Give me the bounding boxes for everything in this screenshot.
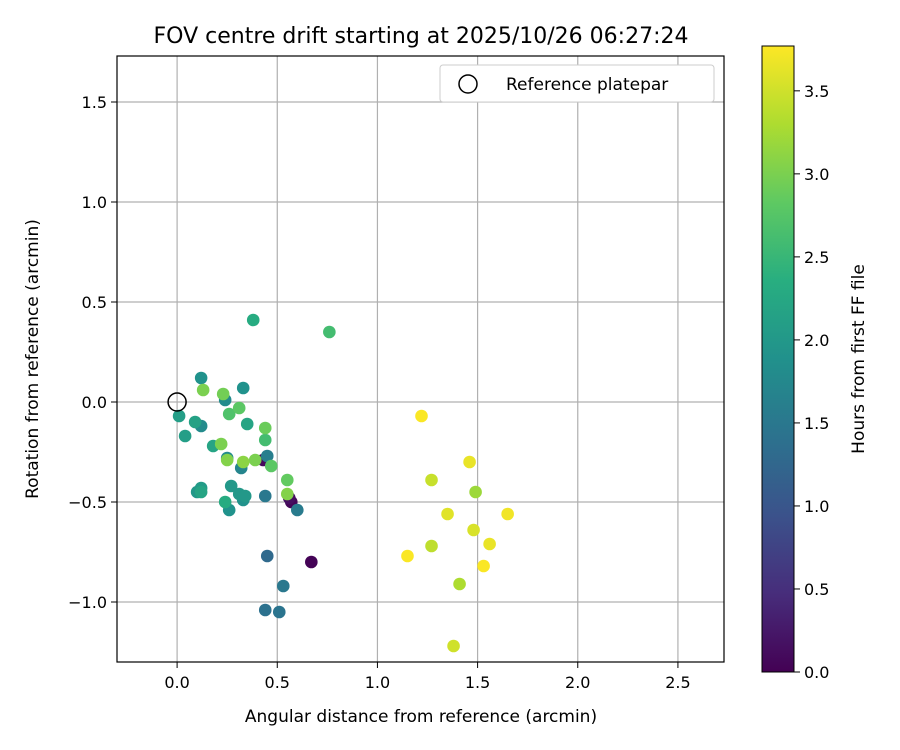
data-point: [258, 489, 272, 503]
data-point: [415, 409, 428, 423]
colorbar-tick-label: 2.0: [804, 331, 829, 350]
data-point: [172, 409, 186, 423]
data-point: [447, 639, 460, 653]
data-point: [236, 381, 250, 395]
x-tick-label: 1.0: [365, 673, 390, 692]
data-point: [425, 539, 438, 553]
y-tick-label: 1.5: [82, 93, 107, 112]
data-point: [224, 479, 238, 493]
data-point: [483, 537, 496, 551]
data-point: [232, 401, 246, 415]
colorbar-gradient: [761, 45, 795, 673]
x-tick-label: 2.5: [665, 673, 690, 692]
colorbar: 0.0 0.5 1.0 1.5 2.0 2.5 3.0 3.5 Hours from firs…: [761, 45, 869, 682]
data-point: [467, 523, 480, 537]
data-point: [238, 489, 252, 503]
data-point: [280, 473, 294, 487]
colorbar-tick-label: 0.5: [804, 580, 829, 599]
legend-reference-icon: [458, 74, 478, 94]
x-tick-label: 2.0: [565, 673, 590, 692]
x-tick-label: 1.5: [465, 673, 490, 692]
data-points: [172, 313, 514, 653]
data-point: [236, 455, 250, 469]
y-tick-label: 0.5: [82, 293, 107, 312]
data-point: [453, 577, 466, 591]
data-point: [425, 473, 438, 487]
data-point: [258, 421, 272, 435]
colorbar-tick-label: 3.5: [804, 82, 829, 101]
y-tick-label: −1.0: [68, 593, 107, 612]
y-tick-label: 1.0: [82, 193, 107, 212]
x-axis-label: Angular distance from reference (arcmin): [245, 707, 597, 727]
data-point: [260, 449, 274, 463]
colorbar-ticks: 0.0 0.5 1.0 1.5 2.0 2.5 3.0 3.5: [794, 82, 829, 682]
colorbar-tick-label: 1.0: [804, 497, 829, 516]
plot-frame: [116, 55, 725, 663]
data-point: [246, 313, 260, 327]
data-point: [441, 507, 454, 521]
colorbar-tick-label: 3.0: [804, 165, 829, 184]
grid-lines: [117, 56, 724, 662]
data-point: [258, 603, 272, 617]
data-point: [248, 453, 262, 467]
data-point: [469, 485, 482, 499]
data-point: [264, 459, 278, 473]
legend-entry-reference: Reference platepar: [506, 75, 668, 95]
colorbar-label: Hours from first FF file: [849, 264, 869, 454]
data-point: [276, 579, 290, 593]
data-point: [196, 383, 210, 397]
y-axis-ticks: −1.0 −0.5 0.0 0.5 1.0 1.5: [68, 93, 117, 612]
data-point: [220, 453, 234, 467]
data-point: [501, 507, 514, 521]
x-axis-ticks: 0.0 0.5 1.0 1.5 2.0 2.5: [164, 662, 691, 692]
data-point: [290, 503, 304, 517]
y-tick-label: 0.0: [82, 393, 107, 412]
reference-marker: [167, 392, 187, 412]
y-tick-label: −0.5: [68, 493, 107, 512]
colorbar-tick-label: 1.5: [804, 414, 829, 433]
data-point: [194, 371, 208, 385]
data-point: [280, 487, 294, 501]
data-point: [260, 549, 274, 563]
chart-title: FOV centre drift starting at 2025/10/26 …: [154, 24, 689, 49]
legend-box: [439, 64, 715, 103]
data-point: [258, 433, 272, 447]
data-point: [188, 415, 202, 429]
data-point: [323, 325, 336, 339]
colorbar-tick-label: 0.0: [804, 663, 829, 682]
y-axis-label: Rotation from reference (arcmin): [23, 219, 43, 499]
colorbar-tick-label: 2.5: [804, 248, 829, 267]
data-point: [401, 549, 414, 563]
data-point: [463, 455, 476, 469]
data-point: [216, 387, 230, 401]
data-point: [194, 485, 208, 499]
data-point: [222, 407, 236, 421]
data-point: [178, 429, 192, 443]
data-point: [214, 437, 228, 451]
data-point: [240, 417, 254, 431]
x-tick-label: 0.5: [265, 673, 290, 692]
legend: Reference platepar: [439, 64, 715, 103]
data-point: [218, 495, 232, 509]
x-tick-label: 0.0: [164, 673, 189, 692]
data-point: [477, 559, 490, 573]
data-point: [305, 555, 318, 569]
data-point: [272, 605, 286, 619]
